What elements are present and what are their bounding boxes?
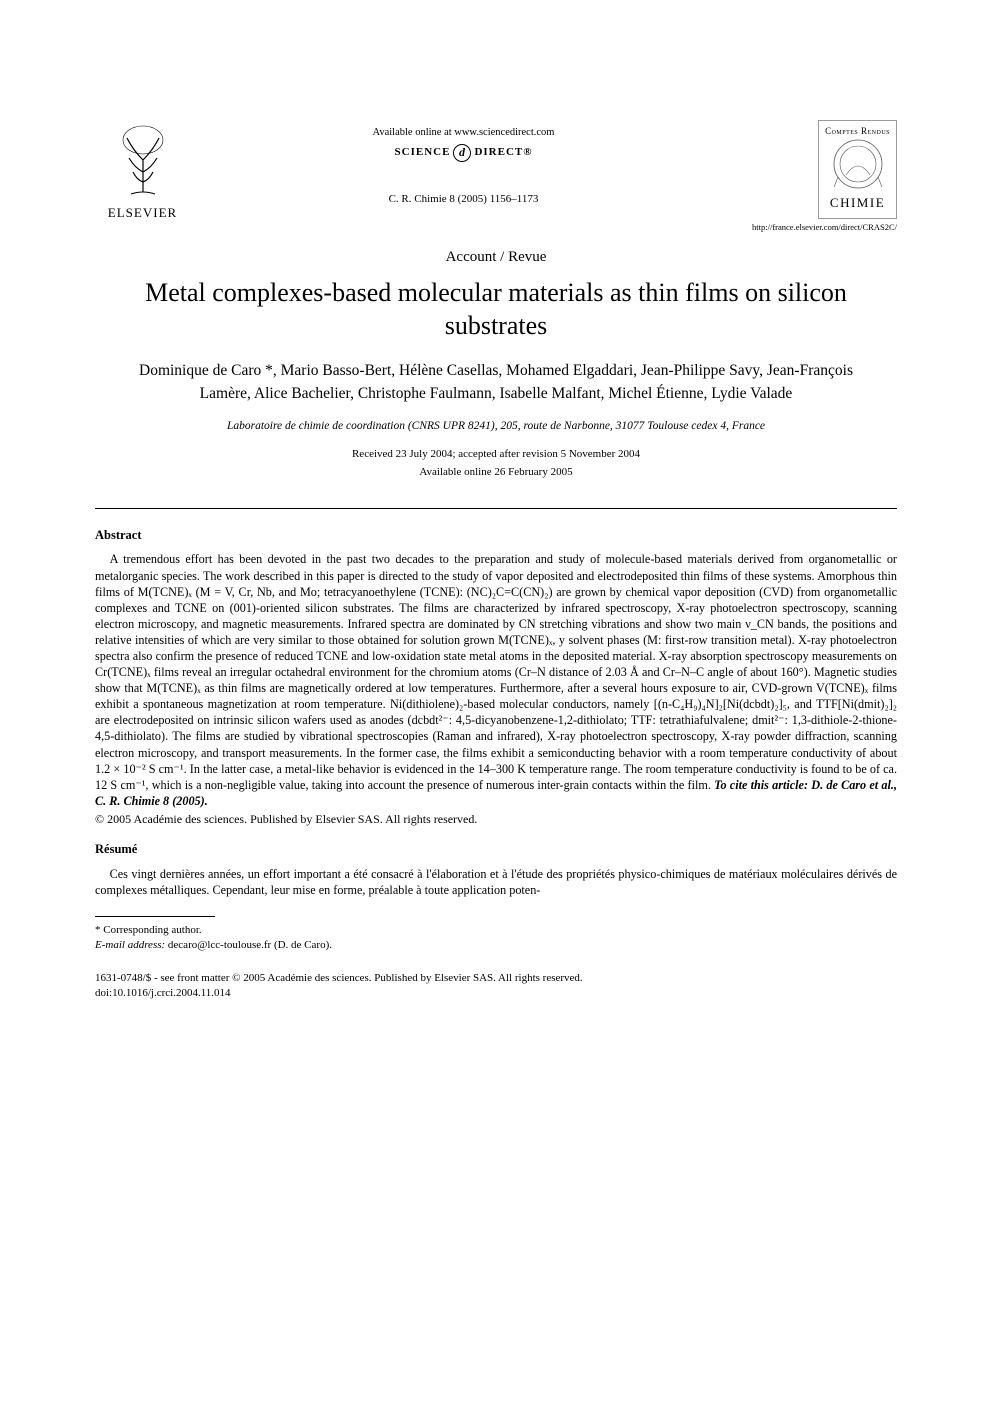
footer: 1631-0748/$ - see front matter © 2005 Ac… <box>95 971 897 1001</box>
issn-line: 1631-0748/$ - see front matter © 2005 Ac… <box>95 971 897 986</box>
resume-heading: Résumé <box>95 841 897 858</box>
footnote: * Corresponding author. E-mail address: … <box>95 923 897 953</box>
header: ELSEVIER Available online at www.science… <box>95 120 897 233</box>
doi-line: doi:10.1016/j.crci.2004.11.014 <box>95 986 897 1001</box>
available-online-text: Available online at www.sciencedirect.co… <box>190 126 737 140</box>
journal-url: http://france.elsevier.com/direct/CRAS2C… <box>737 222 897 233</box>
affiliation: Laboratoire de chimie de coordination (C… <box>95 419 897 435</box>
journal-citation: C. R. Chimie 8 (2005) 1156–1173 <box>190 192 737 207</box>
email-line: E-mail address: decaro@lcc-toulouse.fr (… <box>95 938 897 953</box>
academie-badge-icon <box>828 137 888 192</box>
abstract-heading: Abstract <box>95 527 897 544</box>
journal-box-wrap: Comptes Rendus CHIMIE http://france.else… <box>737 120 897 233</box>
sd-left: SCIENCE <box>395 145 451 160</box>
email-label: E-mail address: <box>95 939 165 951</box>
article-type: Account / Revue <box>95 247 897 267</box>
elsevier-logo: ELSEVIER <box>95 120 190 222</box>
elsevier-name: ELSEVIER <box>95 204 190 222</box>
sd-circle-icon <box>453 144 471 162</box>
received-date: Received 23 July 2004; accepted after re… <box>95 447 897 462</box>
journal-top-label: Comptes Rendus <box>825 125 890 137</box>
sciencedirect-logo: SCIENCE DIRECT® <box>395 144 533 162</box>
corresponding-author: * Corresponding author. <box>95 923 897 938</box>
journal-box: Comptes Rendus CHIMIE <box>818 120 897 219</box>
sd-right: DIRECT® <box>474 145 532 160</box>
resume-body: Ces vingt dernières années, un effort im… <box>95 866 897 898</box>
abstract-text: A tremendous effort has been devoted in … <box>95 552 897 791</box>
abstract-body: A tremendous effort has been devoted in … <box>95 551 897 809</box>
journal-bottom-label: CHIMIE <box>825 194 890 212</box>
abstract-copyright: © 2005 Académie des sciences. Published … <box>95 811 897 827</box>
authors: Dominique de Caro *, Mario Basso-Bert, H… <box>115 360 877 405</box>
header-center: Available online at www.sciencedirect.co… <box>190 120 737 206</box>
email-address: decaro@lcc-toulouse.fr (D. de Caro). <box>168 939 332 951</box>
article-title: Metal complexes-based molecular material… <box>135 277 857 342</box>
top-rule <box>95 508 897 509</box>
footnote-rule <box>95 916 215 917</box>
elsevier-tree-icon <box>103 120 183 200</box>
available-date: Available online 26 February 2005 <box>95 465 897 480</box>
